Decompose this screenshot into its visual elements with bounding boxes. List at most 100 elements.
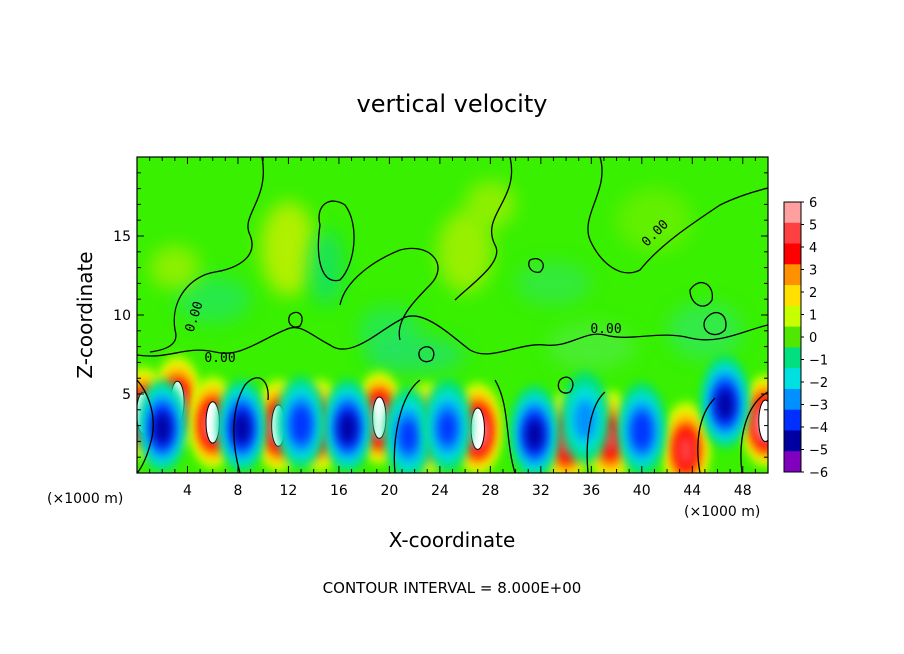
y-tick-label: 5 (122, 387, 131, 403)
zero-contour-line (137, 315, 768, 357)
zero-contour-line (557, 376, 574, 394)
chart-title: vertical velocity (357, 90, 548, 118)
zero-contours (137, 157, 768, 473)
cell-core (205, 401, 220, 444)
field-texture-blob (667, 302, 743, 360)
velocity-cell (741, 374, 768, 467)
zero-contour-line (418, 346, 435, 363)
cell-band (153, 412, 171, 445)
zero-contour-line (149, 157, 264, 353)
colorbar-label: −3 (809, 399, 828, 414)
cell-core (758, 399, 768, 443)
x-tick-label: 44 (683, 483, 701, 499)
x-tick-label: 28 (481, 483, 499, 499)
colorbar-swatch (784, 430, 801, 452)
x-tick-label: 4 (183, 483, 192, 499)
colorbar-swatch (784, 243, 801, 265)
zero-contour-line (288, 311, 303, 328)
plot-area (137, 157, 768, 473)
zero-contour-line (697, 397, 716, 473)
x-tick-label: 40 (633, 483, 651, 499)
zero-contour-line (393, 379, 421, 473)
y-tick-label: 10 (113, 308, 131, 324)
zero-contour-line (137, 379, 154, 473)
colorbar-label: −4 (809, 421, 828, 436)
colorbar-label: 1 (809, 309, 817, 324)
y-tick-label: 15 (113, 229, 131, 245)
colorbar-label: 0 (809, 331, 817, 346)
velocity-cell (701, 355, 750, 448)
field-texture-blob (437, 210, 493, 293)
colorbar-label: −5 (809, 444, 828, 459)
velocity-cell (384, 387, 433, 473)
velocity-cell (138, 379, 187, 472)
colorbar-swatch (784, 305, 801, 328)
x-tick-label: 20 (380, 483, 398, 499)
cell-core (372, 396, 387, 439)
zero-contour-line (703, 311, 727, 336)
y-axis: 5 10 15 (113, 172, 768, 458)
field-texture-blob (149, 245, 201, 290)
zero-contour-line (317, 200, 355, 282)
colorbar-label: 3 (809, 264, 817, 279)
contour-label: 0.00 (590, 322, 621, 337)
velocity-cell (217, 379, 266, 472)
zero-contour-line (740, 391, 768, 473)
field-texture-blob (547, 322, 636, 371)
cell-core (470, 407, 485, 450)
x-tick-label: 24 (431, 483, 449, 499)
colorbar-label: −2 (809, 376, 828, 391)
x-tick-label: 8 (233, 483, 242, 499)
velocity-cells (137, 355, 768, 473)
colorbar-label: 6 (809, 196, 817, 211)
field-texture-blob (308, 229, 344, 306)
velocity-cell (277, 376, 326, 469)
zero-contour-line (587, 157, 768, 274)
cell-band (574, 399, 596, 441)
x-axis-label: X-coordinate (389, 528, 516, 552)
zero-contour-line (494, 379, 516, 473)
colorbar-swatch (784, 347, 801, 369)
colorbar-label: 4 (809, 241, 817, 256)
colorbar-swatch (784, 202, 801, 224)
field-texture-blob (515, 261, 592, 306)
velocity-cell (323, 379, 372, 472)
cell-band (339, 412, 357, 445)
velocity-cell (423, 379, 472, 472)
colorbar-swatch (784, 451, 801, 473)
colorbar: 6 5 4 3 2 1 0 −1 −2 −3 −4 −5 −6 (783, 196, 828, 481)
cell-band (291, 405, 311, 444)
cell-band (400, 420, 417, 453)
colorbar-swatch (784, 326, 801, 348)
zero-contour-line (689, 281, 713, 307)
field-texture-blob (260, 201, 317, 297)
zero-contour-line (233, 377, 269, 473)
colorbar-swatch (784, 264, 801, 286)
colorbar-label: 5 (809, 219, 817, 234)
colorbar-label: −6 (809, 466, 828, 481)
x-unit-right: (×1000 m) (684, 504, 760, 520)
zero-contour-line (339, 247, 439, 341)
cell-band (631, 412, 652, 451)
field-texture-blob (616, 188, 693, 252)
cell-band (677, 434, 695, 467)
velocity-cell (617, 382, 666, 473)
y-axis-label: Z-coordinate (73, 251, 97, 378)
contour-label: 0.00 (204, 351, 235, 366)
x-tick-label: 32 (532, 483, 550, 499)
colorbar-swatch (784, 285, 801, 307)
x-tick-label: 12 (280, 483, 298, 499)
cell-band (716, 388, 734, 421)
field-texture-blob (174, 275, 251, 323)
field-texture-blob (465, 180, 516, 229)
x-tick-label: 36 (582, 483, 600, 499)
x-tick-label: 48 (734, 483, 752, 499)
x-unit-left: (×1000 m) (47, 491, 123, 507)
zero-contour-line (528, 258, 544, 273)
cell-band (439, 412, 456, 445)
velocity-cell (561, 371, 610, 464)
cell-band (526, 418, 543, 451)
contour-interval-note: CONTOUR INTERVAL = 8.000E+00 (323, 579, 582, 597)
field-texture-blob (364, 335, 466, 374)
